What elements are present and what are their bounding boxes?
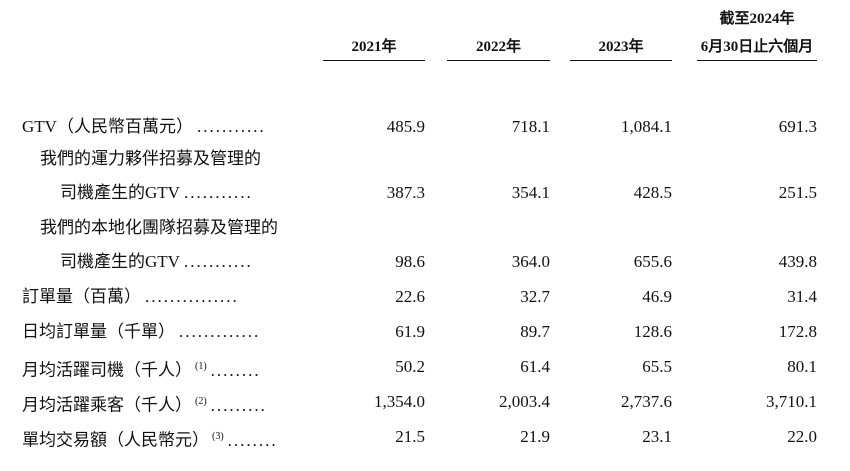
cell-value: 21.5 bbox=[395, 427, 425, 446]
label-text: 月均活躍乘客（千人） bbox=[22, 395, 192, 415]
leader-dots: ........... bbox=[183, 183, 253, 202]
cell-value: 2,737.6 bbox=[621, 392, 672, 411]
cell-value: 1,084.1 bbox=[621, 117, 672, 136]
footnote-ref: (1) bbox=[195, 361, 207, 372]
column-header: 6月30日止六個月 bbox=[700, 39, 814, 55]
cell-value: 89.7 bbox=[520, 322, 550, 341]
column-header: 2022年 bbox=[475, 39, 521, 55]
column-header: 2021年 bbox=[351, 39, 397, 55]
cell-value: 61.4 bbox=[520, 357, 550, 376]
cell-value: 172.8 bbox=[778, 322, 817, 341]
label-text: 我們的運力夥伴招募及管理的 bbox=[40, 149, 261, 168]
row-label: 司機產生的GTV........... bbox=[60, 183, 253, 203]
cell-value: 718.1 bbox=[511, 117, 550, 136]
label-text: 日均訂單量（千單） bbox=[22, 322, 175, 341]
row-label: GTV（人民幣百萬元）........... bbox=[22, 117, 266, 137]
label-text: 司機產生的GTV bbox=[60, 183, 180, 202]
cell-value: 485.9 bbox=[386, 117, 425, 136]
column-header: 2023年 bbox=[598, 39, 644, 55]
cell-value: 23.1 bbox=[642, 427, 672, 446]
row-label: 單均交易額（人民幣元） (3)........ bbox=[22, 427, 278, 451]
cell-value: 364.0 bbox=[511, 252, 550, 271]
cell-value: 251.5 bbox=[778, 183, 817, 202]
cell-value: 50.2 bbox=[395, 357, 425, 376]
header-rule bbox=[697, 60, 817, 61]
row-label: 訂單量（百萬）............... bbox=[22, 287, 239, 307]
leader-dots: ........ bbox=[227, 430, 278, 450]
cell-value: 22.0 bbox=[787, 427, 817, 446]
footnote-ref: (3) bbox=[212, 431, 224, 442]
header-rule bbox=[323, 60, 425, 61]
header-rule bbox=[570, 60, 672, 61]
cell-value: 655.6 bbox=[633, 252, 672, 271]
cell-value: 1,354.0 bbox=[374, 392, 425, 411]
row-label: 司機產生的GTV........... bbox=[60, 252, 253, 272]
label-text: 訂單量（百萬） bbox=[22, 287, 141, 306]
cell-value: 61.9 bbox=[395, 322, 425, 341]
cell-value: 387.3 bbox=[386, 183, 425, 202]
column-header: 截至2024年 bbox=[719, 11, 795, 27]
cell-value: 128.6 bbox=[633, 322, 672, 341]
cell-value: 31.4 bbox=[787, 287, 817, 306]
label-text: 我們的本地化團隊招募及管理的 bbox=[40, 218, 278, 237]
cell-value: 21.9 bbox=[520, 427, 550, 446]
label-text: 司機產生的GTV bbox=[60, 252, 180, 271]
leader-dots: ............. bbox=[179, 322, 261, 341]
row-label: 我們的本地化團隊招募及管理的 bbox=[40, 218, 278, 238]
header-rule bbox=[447, 60, 550, 61]
cell-value: 3,710.1 bbox=[766, 392, 817, 411]
label-text: 月均活躍司機（千人） bbox=[22, 360, 192, 380]
leader-dots: ........... bbox=[196, 117, 266, 136]
footnote-ref: (2) bbox=[195, 396, 207, 407]
leader-dots: ......... bbox=[210, 395, 267, 415]
label-text: 單均交易額（人民幣元） bbox=[22, 430, 209, 450]
cell-value: 80.1 bbox=[787, 357, 817, 376]
cell-value: 439.8 bbox=[778, 252, 817, 271]
row-label: 月均活躍乘客（千人） (2)......... bbox=[22, 392, 267, 416]
cell-value: 46.9 bbox=[642, 287, 672, 306]
cell-value: 98.6 bbox=[395, 252, 425, 271]
cell-value: 22.6 bbox=[395, 287, 425, 306]
row-label: 我們的運力夥伴招募及管理的 bbox=[40, 149, 261, 169]
row-label: 月均活躍司機（千人） (1)........ bbox=[22, 357, 261, 381]
cell-value: 32.7 bbox=[520, 287, 550, 306]
cell-value: 691.3 bbox=[778, 117, 817, 136]
leader-dots: ........... bbox=[183, 252, 253, 271]
row-label: 日均訂單量（千單）............. bbox=[22, 322, 260, 342]
cell-value: 2,003.4 bbox=[499, 392, 550, 411]
cell-value: 428.5 bbox=[633, 183, 672, 202]
cell-value: 354.1 bbox=[511, 183, 550, 202]
label-text: GTV（人民幣百萬元） bbox=[22, 117, 193, 136]
leader-dots: ............... bbox=[145, 287, 239, 306]
cell-value: 65.5 bbox=[642, 357, 672, 376]
leader-dots: ........ bbox=[210, 360, 261, 380]
